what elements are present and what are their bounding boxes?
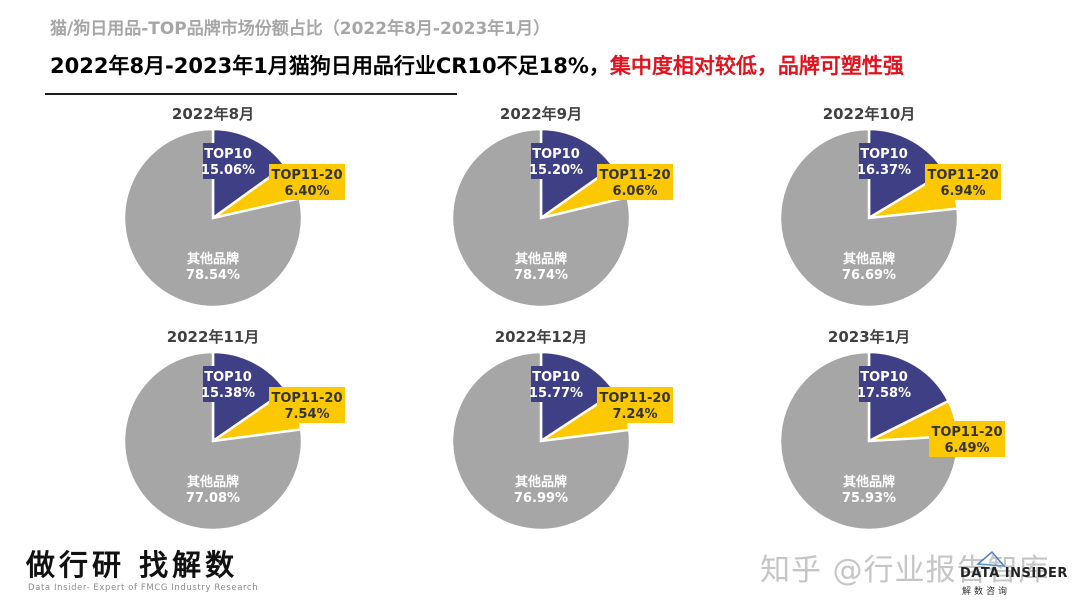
label-top11-20-name: TOP11-20 bbox=[927, 168, 998, 183]
label-box-top10 bbox=[203, 366, 253, 402]
label-others-value: 75.93% bbox=[842, 491, 896, 506]
logo-subtitle: 解数咨询 bbox=[962, 587, 1011, 597]
pie-slice-others bbox=[778, 350, 960, 532]
label-box-top10 bbox=[531, 143, 581, 179]
title-underline bbox=[45, 93, 457, 95]
page-headline: 2022年8月-2023年1月猫狗日用品行业CR10不足18%，集中度相对较低，… bbox=[50, 50, 904, 80]
label-top10-value: 17.58% bbox=[857, 386, 911, 401]
label-top11-20-name: TOP11-20 bbox=[599, 391, 670, 406]
label-box-top11-20 bbox=[929, 421, 1005, 457]
label-box-top10 bbox=[531, 366, 581, 402]
label-others-value: 78.74% bbox=[514, 268, 568, 283]
label-others-name: 其他品牌 bbox=[515, 474, 567, 490]
data-insider-logo-icon bbox=[976, 550, 1006, 567]
label-others-value: 76.99% bbox=[514, 491, 568, 506]
label-box-top11-20 bbox=[597, 387, 673, 423]
label-others-name: 其他品牌 bbox=[843, 251, 895, 267]
footer-slogan: 做行研 找解数 bbox=[26, 548, 239, 582]
label-top10-name: TOP10 bbox=[860, 147, 908, 162]
label-others-name: 其他品牌 bbox=[187, 251, 239, 267]
headline-accent: 集中度相对较低，品牌可塑性强 bbox=[609, 54, 904, 78]
label-box-top10 bbox=[203, 143, 253, 179]
label-others-value: 76.69% bbox=[842, 268, 896, 283]
label-box-top10 bbox=[859, 143, 909, 179]
label-others-value: 77.08% bbox=[186, 491, 240, 506]
pie-slice-others bbox=[778, 127, 960, 309]
label-top11-20-name: TOP11-20 bbox=[271, 168, 342, 183]
label-top10-value: 15.77% bbox=[529, 386, 583, 401]
label-others-name: 其他品牌 bbox=[843, 474, 895, 490]
pie-slice-others bbox=[450, 350, 632, 532]
headline-main: 2022年8月-2023年1月猫狗日用品行业CR10不足18%， bbox=[50, 54, 610, 78]
label-box-top10 bbox=[859, 366, 909, 402]
pie-slice-others bbox=[122, 350, 304, 532]
footer-tagline: Data Insider- Expert of FMCG Industry Re… bbox=[28, 583, 259, 593]
label-top10-value: 15.38% bbox=[201, 386, 255, 401]
label-top11-20-value: 7.24% bbox=[612, 407, 657, 422]
label-box-top11-20 bbox=[269, 387, 345, 423]
label-box-top11-20 bbox=[269, 164, 345, 200]
label-top10-value: 16.37% bbox=[857, 163, 911, 178]
pie-title: 2023年1月 bbox=[828, 328, 910, 346]
label-top10-name: TOP10 bbox=[204, 370, 252, 385]
label-others-name: 其他品牌 bbox=[515, 251, 567, 267]
label-top11-20-name: TOP11-20 bbox=[271, 391, 342, 406]
pie-title: 2022年11月 bbox=[167, 328, 260, 346]
label-top10-name: TOP10 bbox=[532, 370, 580, 385]
label-top10-value: 15.06% bbox=[201, 163, 255, 178]
label-top10-name: TOP10 bbox=[204, 147, 252, 162]
label-others-value: 78.54% bbox=[186, 268, 240, 283]
pie-slice-others bbox=[122, 127, 304, 309]
pie-slice-others bbox=[450, 127, 632, 309]
pie-title: 2022年12月 bbox=[495, 328, 588, 346]
logo-name: DATA INSIDER bbox=[960, 566, 1068, 581]
label-box-top11-20 bbox=[925, 164, 1001, 200]
label-box-top11-20 bbox=[597, 164, 673, 200]
watermark: 知乎 @行业报告智库 bbox=[760, 553, 1050, 588]
page-subtitle: 猫/狗日用品-TOP品牌市场份额占比（2022年8月-2023年1月） bbox=[50, 19, 551, 39]
label-top11-20-value: 7.54% bbox=[284, 407, 329, 422]
label-top11-20-value: 6.40% bbox=[284, 184, 329, 199]
label-top11-20-value: 6.06% bbox=[612, 184, 657, 199]
label-top10-name: TOP10 bbox=[860, 370, 908, 385]
pie-title: 2022年8月 bbox=[172, 105, 254, 123]
label-others-name: 其他品牌 bbox=[187, 474, 239, 490]
label-top10-name: TOP10 bbox=[532, 147, 580, 162]
label-top10-value: 15.20% bbox=[529, 163, 583, 178]
label-top11-20-value: 6.49% bbox=[944, 441, 989, 456]
label-top11-20-value: 6.94% bbox=[940, 184, 985, 199]
label-top11-20-name: TOP11-20 bbox=[599, 168, 670, 183]
label-top11-20-name: TOP11-20 bbox=[931, 425, 1002, 440]
pie-title: 2022年9月 bbox=[500, 105, 582, 123]
pie-title: 2022年10月 bbox=[823, 105, 916, 123]
